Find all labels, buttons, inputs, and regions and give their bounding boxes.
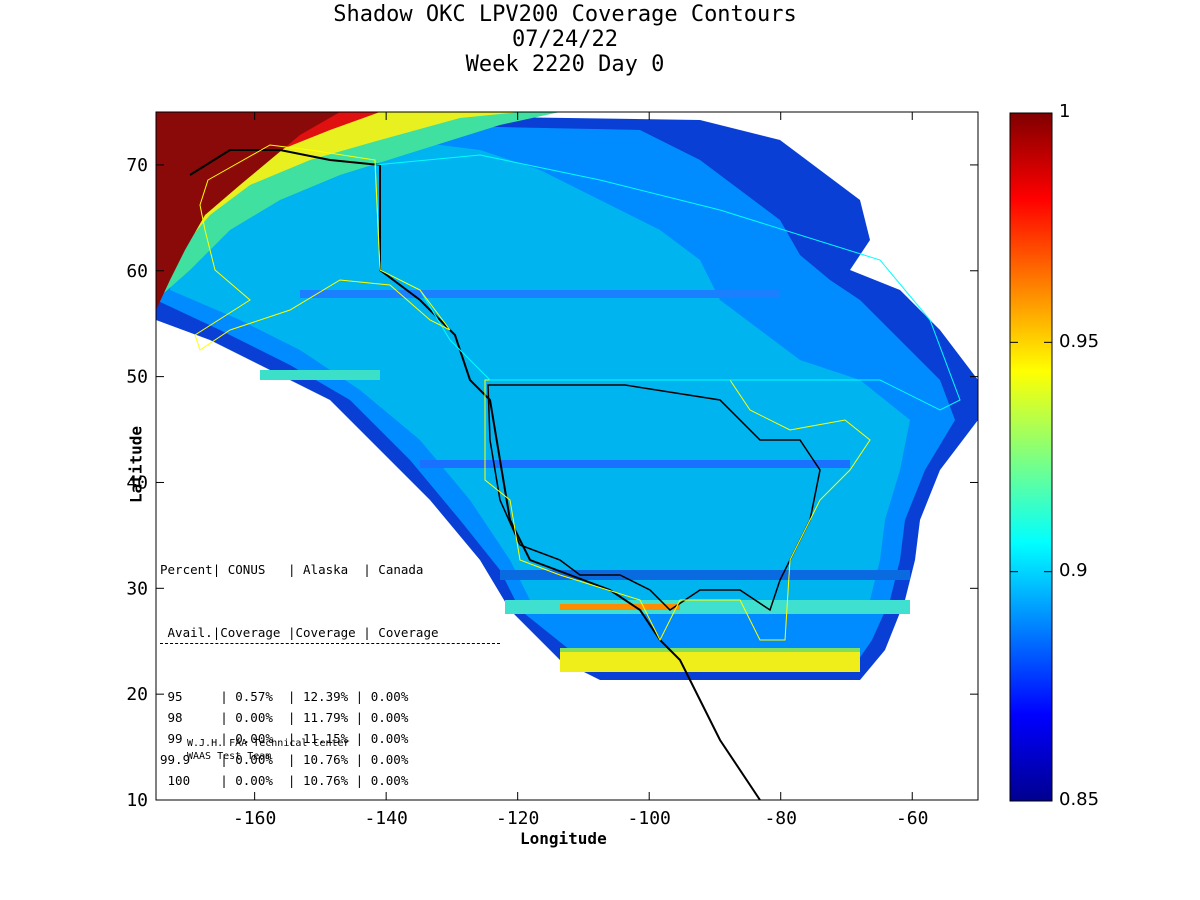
- stats-header-conus: CONUS: [227, 562, 266, 577]
- y-tick-label-5: 60: [126, 261, 148, 282]
- canada-outline: [374, 154, 961, 411]
- stats-row-1: 98 | 0.00% | 11.79% | 0.00%: [160, 710, 409, 725]
- coastline: [189, 149, 761, 800]
- coverage-region-outline: [484, 379, 871, 642]
- chart-date: 07/24/22: [512, 27, 618, 52]
- x-tick-label-0: -160: [233, 808, 276, 829]
- coverage-contours: [156, 112, 978, 800]
- stats-header-canada-coverage: Coverage: [378, 625, 439, 640]
- stats-header-avail: Avail.: [167, 625, 213, 640]
- stats-row-0: 95 | 0.57% | 12.39% | 0.00%: [160, 689, 409, 704]
- band-lat42: [420, 460, 850, 468]
- alaska-outline: [194, 144, 451, 351]
- stats-row-2: 99 | 0.00% | 11.15% | 0.00%: [160, 731, 409, 746]
- stats-header-alaska: Alaska: [303, 562, 349, 577]
- colorbar-label-085: 0.85: [1059, 789, 1100, 810]
- band-lat22: [560, 650, 860, 672]
- stats-header-canada: Canada: [378, 562, 424, 577]
- stats-row-4: 100 | 0.00% | 10.76% | 0.00%: [160, 773, 409, 788]
- y-tick-label-6: 70: [126, 155, 148, 176]
- x-tick-label-2: -120: [496, 808, 539, 829]
- band-lat28: [505, 600, 910, 614]
- x-tick-label-3: -100: [628, 808, 671, 829]
- credit-line-1: W.J.H. FAA Technical Center: [187, 738, 350, 749]
- y-tick-label-2: 30: [126, 578, 148, 599]
- colorbar-ticks: [1010, 112, 1052, 802]
- stats-header-row-2: Avail.|Coverage |Coverage | Coverage: [160, 622, 500, 644]
- x-axis: -160 -140 -120 -100 -80 -60: [233, 112, 929, 829]
- chart-week: Week 2220 Day 0: [465, 52, 665, 77]
- band-lat58: [300, 290, 780, 298]
- arctic-high-darkred: [156, 112, 340, 310]
- colorbar-label-09: 0.9: [1059, 560, 1088, 581]
- band-lat32: [500, 570, 910, 580]
- plot-frame: [155, 111, 979, 801]
- y-axis: 10 20 30 40 50 60 70: [126, 155, 978, 811]
- band-lat22-edge: [560, 648, 860, 652]
- coverage-region-core: [170, 125, 910, 600]
- stats-header-percent: Percent: [160, 562, 213, 577]
- coverage-stats-table: Percent| CONUS | Alaska | Canada Avail.|…: [160, 517, 500, 812]
- credit-block: W.J.H. FAA Technical Center WAAS Test Te…: [187, 737, 350, 763]
- x-axis-label: Longitude: [520, 829, 607, 848]
- y-tick-label-3: 40: [126, 472, 148, 493]
- x-tick-label-5: -60: [896, 808, 929, 829]
- stats-row-3: 99.9 | 0.00% | 10.76% | 0.00%: [160, 752, 409, 767]
- stats-header-alaska-coverage: Coverage: [295, 625, 356, 640]
- x-tick-label-4: -80: [764, 808, 797, 829]
- colorbar-label-095: 0.95: [1059, 331, 1100, 352]
- stats-header-row-1: Percent| CONUS | Alaska | Canada: [160, 562, 424, 577]
- y-tick-label-0: 10: [126, 790, 148, 811]
- band-lat28-core: [560, 604, 680, 610]
- chart-title: Shadow OKC LPV200 Coverage Contours: [333, 2, 797, 27]
- x-tick-label-1: -140: [364, 808, 407, 829]
- credit-line-2: WAAS Test Team: [187, 751, 272, 762]
- colorbar-label-1: 1: [1059, 101, 1071, 122]
- y-axis-label: Latitude: [126, 425, 146, 504]
- colorbar: [1009, 112, 1053, 802]
- stats-header-conus-coverage: Coverage: [220, 625, 281, 640]
- band-lat50: [260, 370, 380, 380]
- conus-border: [487, 384, 821, 612]
- stats-rows: 95 | 0.57% | 12.39% | 0.00% 98 | 0.00% |…: [160, 686, 500, 791]
- y-tick-label-1: 20: [126, 684, 148, 705]
- y-tick-label-4: 50: [126, 367, 148, 388]
